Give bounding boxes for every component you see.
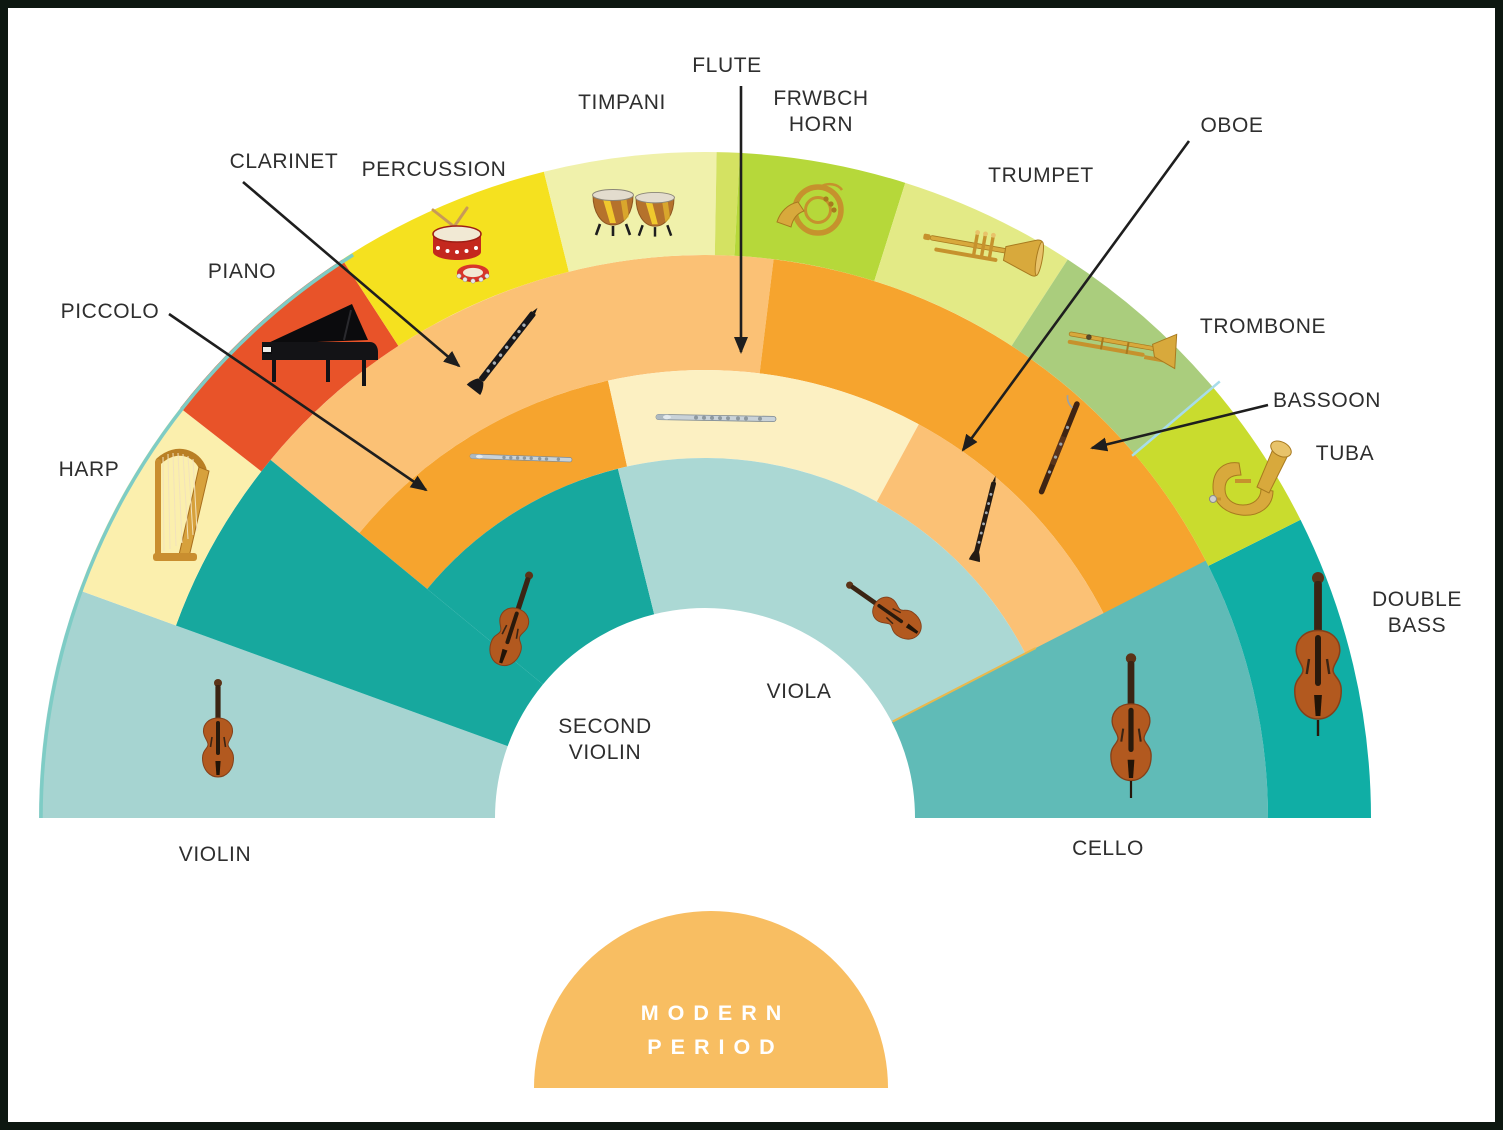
section-violin [39, 590, 508, 818]
section-trombone [1011, 259, 1213, 454]
label-flute: FLUTE [692, 53, 762, 79]
label-piccolo-line: PICCOLO [60, 300, 160, 323]
oboe-arrow [961, 140, 1191, 452]
label-second-violin-line: SECOND [558, 715, 652, 738]
label-tuba-line: TUBA [1315, 442, 1375, 465]
section-flute-band [608, 369, 919, 502]
label-harp-line: HARP [58, 458, 120, 481]
trombone-tuba-divider [1131, 380, 1221, 457]
label-trumpet-line: TRUMPET [988, 164, 1094, 187]
section-bassoon-band [759, 259, 1209, 618]
section-clarinet-band [270, 254, 774, 534]
label-double-bass-line: BASS [1387, 614, 1447, 637]
outer-arc-edge [39, 253, 355, 819]
section-viola [617, 457, 1026, 723]
section-trumpet [874, 182, 1068, 346]
section-harp [79, 407, 262, 626]
label-violin-line: VIOLIN [178, 843, 252, 866]
section-french-horn [734, 152, 906, 282]
bassoon-arrow [1090, 403, 1269, 452]
clarinet-arrow [242, 181, 461, 368]
label-harp: HARP [59, 457, 120, 483]
badge-line-1: MODERN [640, 1001, 791, 1025]
annotation-arrows-layer [168, 86, 1269, 492]
label-clarinet-line: CLARINET [229, 150, 339, 173]
viola-cello-divider [892, 647, 1037, 723]
label-second-violin: SECOND VIOLIN [558, 714, 651, 766]
label-violin: VIOLIN [179, 842, 251, 868]
label-clarinet: CLARINET [230, 149, 339, 175]
label-second-violin-line: VIOLIN [568, 741, 642, 764]
fan-dividers-layer [39, 253, 1221, 819]
section-piccolo-band [359, 380, 628, 590]
label-cello: CELLO [1072, 836, 1144, 862]
label-trombone-line: TROMBONE [1199, 315, 1327, 338]
label-timpani: TIMPANI [578, 90, 666, 116]
label-trombone: TROMBONE [1200, 314, 1326, 340]
label-percussion-line: PERCUSSION [361, 158, 507, 181]
badge-line-2: PERIOD [647, 1035, 784, 1059]
label-tuba: TUBA [1316, 441, 1374, 467]
label-trumpet: TRUMPET [988, 163, 1094, 189]
label-cello-line: CELLO [1072, 837, 1144, 860]
modern-period-title: MODERN PERIOD [534, 911, 888, 1064]
label-bassoon-line: BASSOON [1272, 389, 1382, 412]
label-frwbch-horn-line: FRWBCH [773, 87, 869, 110]
label-viola: VIOLA [767, 679, 832, 705]
label-bassoon: BASSOON [1273, 388, 1381, 414]
piccolo-arrow [168, 312, 428, 492]
label-double-bass-line: DOUBLE [1372, 588, 1462, 611]
label-oboe: OBOE [1200, 113, 1263, 139]
label-percussion: PERCUSSION [362, 157, 507, 183]
section-second-violin [175, 459, 543, 747]
section-double-bass [1208, 519, 1371, 818]
label-flute-line: FLUTE [692, 54, 762, 77]
label-piano: PIANO [208, 259, 276, 285]
label-piccolo: PICCOLO [61, 299, 160, 325]
section-oboe-band [876, 424, 1106, 657]
label-frwbch-horn: FRWBCH HORN [773, 86, 868, 138]
label-viola-line: VIOLA [766, 680, 832, 703]
label-oboe-line: OBOE [1200, 114, 1264, 137]
label-double-bass: DOUBLE BASS [1372, 587, 1462, 639]
section-second-violin-inner [427, 468, 655, 685]
label-timpani-line: TIMPANI [578, 91, 666, 114]
label-piano-line: PIANO [207, 260, 277, 283]
section-cello [891, 560, 1268, 818]
section-timpani-sliver [714, 152, 740, 256]
label-frwbch-horn-line: HORN [788, 113, 854, 136]
modern-period-badge: MODERN PERIOD [534, 911, 888, 1088]
